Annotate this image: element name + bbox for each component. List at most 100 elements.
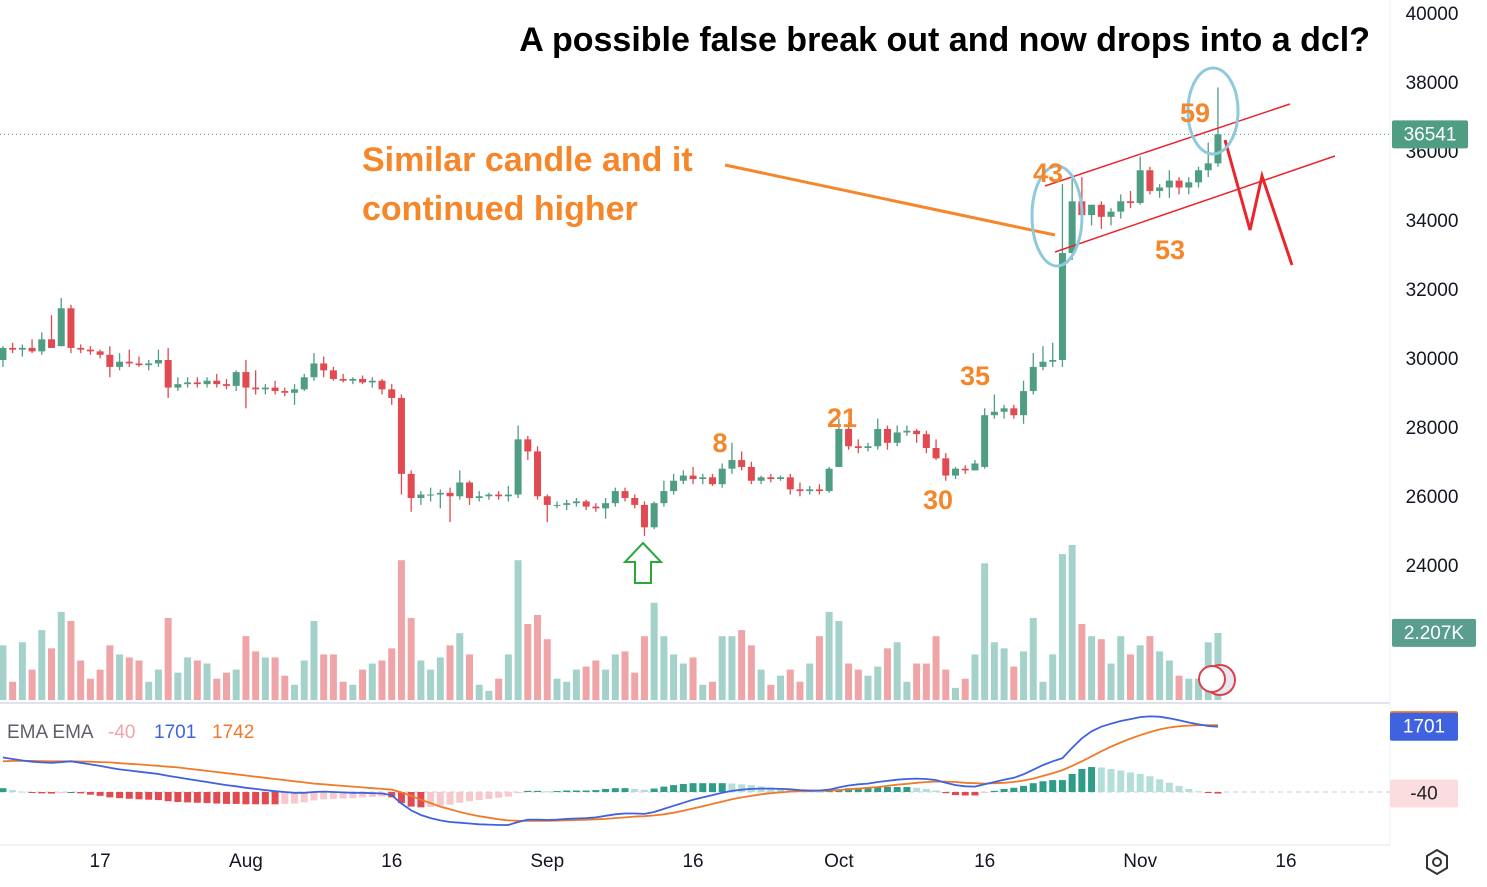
volume-bar [621, 651, 629, 700]
histogram-bar [631, 788, 639, 793]
volume-bar [903, 681, 911, 700]
volume-bar [981, 563, 989, 700]
candle-body [77, 347, 85, 350]
candle-body [310, 363, 318, 378]
candle-body [320, 363, 328, 371]
settings-icon[interactable] [1432, 857, 1442, 867]
candle-body [242, 372, 250, 388]
candle-body [1088, 204, 1096, 216]
volume-bar [446, 645, 454, 700]
histogram-bar [1020, 785, 1028, 793]
volume-bar [271, 657, 279, 700]
annotations [622, 66, 1448, 876]
candle-body [893, 432, 901, 443]
candle-body [271, 387, 279, 392]
histogram-bar [135, 792, 143, 800]
y-tick-label: 38000 [1406, 73, 1459, 94]
y-tick-label: 32000 [1406, 280, 1459, 301]
volume-bar [456, 633, 464, 700]
volume-bar [543, 639, 551, 700]
volume-bar [38, 630, 46, 700]
candle-body [543, 496, 551, 505]
candle-body [436, 492, 444, 495]
candle-body [184, 382, 192, 385]
volume-bar [640, 636, 648, 700]
count-label: 21 [827, 403, 857, 433]
histogram-bar [310, 792, 318, 801]
candle-body [203, 380, 211, 385]
candle-body [232, 372, 240, 386]
histogram-bar [57, 792, 65, 794]
histogram-bar [1156, 779, 1164, 793]
volume-bar [203, 663, 211, 700]
volume-bar [125, 657, 133, 700]
candle-body [18, 347, 26, 350]
histogram-bar [116, 792, 124, 799]
histogram-bar [446, 792, 454, 805]
histogram-bar [271, 792, 279, 805]
candle-body [359, 378, 367, 383]
volume-bar [1175, 675, 1183, 700]
volume-bar [971, 654, 979, 700]
volume-bar [1165, 660, 1173, 700]
volume-bar [475, 684, 483, 700]
histogram-bar [922, 788, 930, 793]
volume-bar [874, 666, 882, 700]
candle-body [514, 439, 522, 495]
count-label: 59 [1180, 98, 1210, 128]
histogram-bar [1049, 780, 1057, 793]
x-tick-label: Nov [1123, 851, 1157, 872]
volume-label: 2.207K [1404, 623, 1465, 644]
histogram-bar [485, 792, 493, 799]
candle-body [291, 389, 299, 393]
histogram-bar [1117, 770, 1125, 793]
candle-body [874, 429, 882, 447]
candle-body [971, 463, 979, 471]
volume-bar [845, 663, 853, 700]
up-arrow [622, 541, 664, 584]
histogram-bar [621, 788, 629, 793]
candle-body [1000, 408, 1008, 412]
count-label: 8 [712, 428, 727, 458]
candle-body [932, 447, 940, 459]
histogram-bar [718, 783, 726, 793]
candle-body [1214, 134, 1222, 164]
candle-body [806, 489, 814, 492]
volume-bar [738, 630, 746, 700]
volume-bar [893, 642, 901, 700]
settings-icon[interactable] [1426, 848, 1448, 876]
volume-bar [1117, 636, 1125, 700]
histogram-bar [1185, 788, 1193, 793]
candle-body [164, 360, 172, 388]
legend-value: -40 [108, 722, 135, 743]
histogram-bar [407, 792, 415, 807]
candle-body [1136, 170, 1144, 204]
candle-body [135, 363, 143, 366]
candle-body [427, 494, 435, 496]
volume-bar [48, 648, 56, 700]
histogram-bar [1010, 787, 1018, 793]
histogram-bar [1136, 773, 1144, 793]
candle-body [1126, 201, 1134, 204]
volume-bar [835, 620, 843, 700]
histogram-bar [543, 791, 551, 793]
candle-body [222, 384, 230, 386]
count-label: 30 [923, 485, 953, 515]
volume-bar [77, 660, 85, 700]
volume-bar [922, 663, 930, 700]
histogram-bar [349, 792, 357, 799]
candle-body [174, 384, 182, 388]
candle-body [718, 468, 726, 485]
candle-body [903, 430, 911, 433]
candle-body [1029, 366, 1037, 392]
histogram-bar [611, 788, 619, 793]
volume-bar [28, 669, 36, 700]
histogram-bar [28, 792, 36, 794]
volume-bar [1000, 648, 1008, 700]
volume-bar [222, 672, 230, 700]
candle-body [465, 482, 473, 498]
candle-body [1097, 204, 1105, 217]
candle-body [640, 504, 648, 528]
candle-body [0, 347, 7, 360]
histogram-bar [465, 792, 473, 802]
